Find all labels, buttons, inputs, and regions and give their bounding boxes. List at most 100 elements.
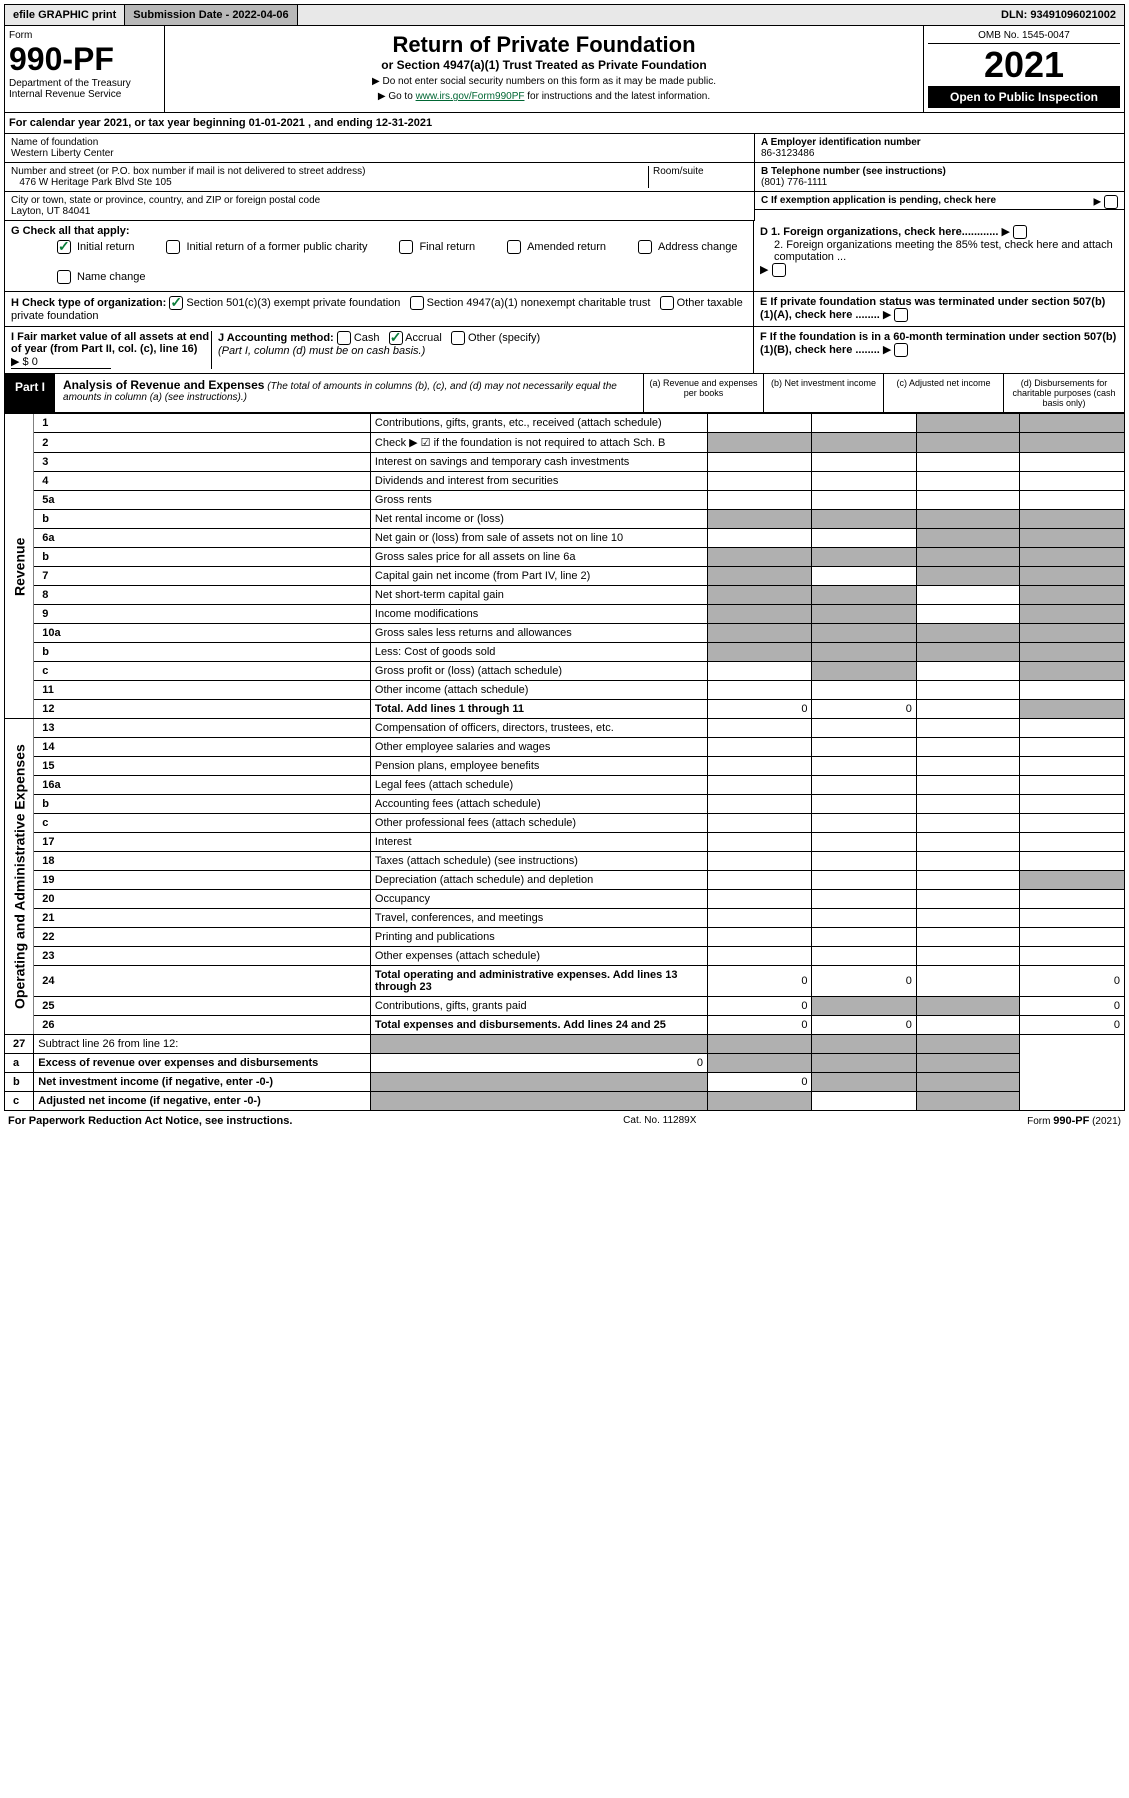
line-desc: Net rental income or (loss) xyxy=(370,510,707,529)
line-number: b xyxy=(5,1073,34,1092)
cell-d xyxy=(1020,529,1125,548)
table-row: 7Capital gain net income (from Part IV, … xyxy=(5,567,1125,586)
g-option: Initial return xyxy=(51,237,140,257)
part-label: Part I xyxy=(5,374,55,412)
line-desc: Pension plans, employee benefits xyxy=(370,757,707,776)
j-checkbox-0[interactable] xyxy=(337,331,351,345)
line-desc: Gross rents xyxy=(370,491,707,510)
cell-c xyxy=(916,928,1020,947)
g-option: Amended return xyxy=(501,237,612,257)
cell-a xyxy=(708,795,812,814)
cell-a: 0 xyxy=(370,1054,707,1073)
g-option: Initial return of a former public charit… xyxy=(160,237,373,257)
cell-a: 0 xyxy=(708,1016,812,1035)
cell-d xyxy=(1020,909,1125,928)
line-number: 24 xyxy=(34,966,371,997)
line-number: 11 xyxy=(34,681,371,700)
cell-b xyxy=(812,453,916,472)
cell-d xyxy=(1020,510,1125,529)
submission-date: Submission Date - 2022-04-06 xyxy=(125,5,297,25)
cell-a xyxy=(708,757,812,776)
col-b-head: (b) Net investment income xyxy=(764,374,884,412)
cell-d xyxy=(1020,814,1125,833)
table-row: 9Income modifications xyxy=(5,605,1125,624)
line-desc: Gross sales price for all assets on line… xyxy=(370,548,707,567)
irs: Internal Revenue Service xyxy=(9,89,160,100)
line-number: b xyxy=(34,643,371,662)
table-row: 8Net short-term capital gain xyxy=(5,586,1125,605)
d1-checkbox[interactable] xyxy=(1013,225,1027,239)
cell-b xyxy=(812,947,916,966)
cell-a xyxy=(708,529,812,548)
g-checkbox-2[interactable] xyxy=(399,240,413,254)
cell-c xyxy=(916,700,1020,719)
cell-b xyxy=(812,643,916,662)
cell-d xyxy=(1020,757,1125,776)
line-number: 25 xyxy=(34,997,371,1016)
form-subtitle: or Section 4947(a)(1) Trust Treated as P… xyxy=(171,58,917,72)
cell-d xyxy=(1020,662,1125,681)
section-f: F If the foundation is in a 60-month ter… xyxy=(754,327,1124,373)
line-desc: Legal fees (attach schedule) xyxy=(370,776,707,795)
cell-d xyxy=(1020,414,1125,433)
j-checkbox-2[interactable] xyxy=(451,331,465,345)
cell-a xyxy=(708,624,812,643)
form-link[interactable]: www.irs.gov/Form990PF xyxy=(416,91,525,102)
h-checkbox-1[interactable] xyxy=(410,296,424,310)
table-row: 4Dividends and interest from securities xyxy=(5,472,1125,491)
table-row: 19Depreciation (attach schedule) and dep… xyxy=(5,871,1125,890)
col-a-head: (a) Revenue and expenses per books xyxy=(644,374,764,412)
j-checkbox-1[interactable] xyxy=(389,331,403,345)
line-number: 8 xyxy=(34,586,371,605)
cell-c xyxy=(916,1016,1020,1035)
address-block: Number and street (or P.O. box number if… xyxy=(5,163,754,192)
h-checkbox-0[interactable] xyxy=(169,296,183,310)
cell-b xyxy=(812,586,916,605)
line-number: 17 xyxy=(34,833,371,852)
cell-b xyxy=(812,491,916,510)
g-checkbox-1[interactable] xyxy=(166,240,180,254)
table-row: cGross profit or (loss) (attach schedule… xyxy=(5,662,1125,681)
cell-a xyxy=(708,643,812,662)
g-checkbox-5[interactable] xyxy=(57,270,71,284)
line-number: 21 xyxy=(34,909,371,928)
cell-d xyxy=(916,1035,1020,1054)
cell-b xyxy=(812,928,916,947)
g-checkbox-0[interactable] xyxy=(57,240,71,254)
cell-d xyxy=(1020,605,1125,624)
section-g: G Check all that apply: Initial return I… xyxy=(5,221,754,291)
line-number: 10a xyxy=(34,624,371,643)
line-number: 6a xyxy=(34,529,371,548)
cell-a xyxy=(708,928,812,947)
cell-d xyxy=(1020,586,1125,605)
table-row: 22Printing and publications xyxy=(5,928,1125,947)
cell-a: 0 xyxy=(708,997,812,1016)
line-number: c xyxy=(34,662,371,681)
d2-checkbox[interactable] xyxy=(772,263,786,277)
line-number: 26 xyxy=(34,1016,371,1035)
c-checkbox[interactable] xyxy=(1104,195,1118,209)
g-checkbox-4[interactable] xyxy=(638,240,652,254)
table-row: 25Contributions, gifts, grants paid00 xyxy=(5,997,1125,1016)
line-desc: Gross sales less returns and allowances xyxy=(370,624,707,643)
table-row: 6aNet gain or (loss) from sale of assets… xyxy=(5,529,1125,548)
form-header: Form 990-PF Department of the Treasury I… xyxy=(4,26,1125,113)
cat-no: Cat. No. 11289X xyxy=(623,1115,696,1127)
line-desc: Net investment income (if negative, ente… xyxy=(34,1073,371,1092)
tax-year: 2021 xyxy=(928,44,1120,86)
g-checkbox-3[interactable] xyxy=(507,240,521,254)
line-desc: Total. Add lines 1 through 11 xyxy=(370,700,707,719)
e-checkbox[interactable] xyxy=(894,308,908,322)
line-number: 23 xyxy=(34,947,371,966)
phone-block: B Telephone number (see instructions) (8… xyxy=(755,163,1124,192)
table-row: 14Other employee salaries and wages xyxy=(5,738,1125,757)
table-row: cAdjusted net income (if negative, enter… xyxy=(5,1092,1125,1111)
cell-a xyxy=(708,548,812,567)
cell-c xyxy=(916,814,1020,833)
cell-a xyxy=(708,909,812,928)
h-checkbox-2[interactable] xyxy=(660,296,674,310)
f-checkbox[interactable] xyxy=(894,343,908,357)
section-e: E If private foundation status was termi… xyxy=(754,292,1124,326)
h-option: Section 501(c)(3) exempt private foundat… xyxy=(169,297,406,309)
line-number: 2 xyxy=(34,433,371,453)
